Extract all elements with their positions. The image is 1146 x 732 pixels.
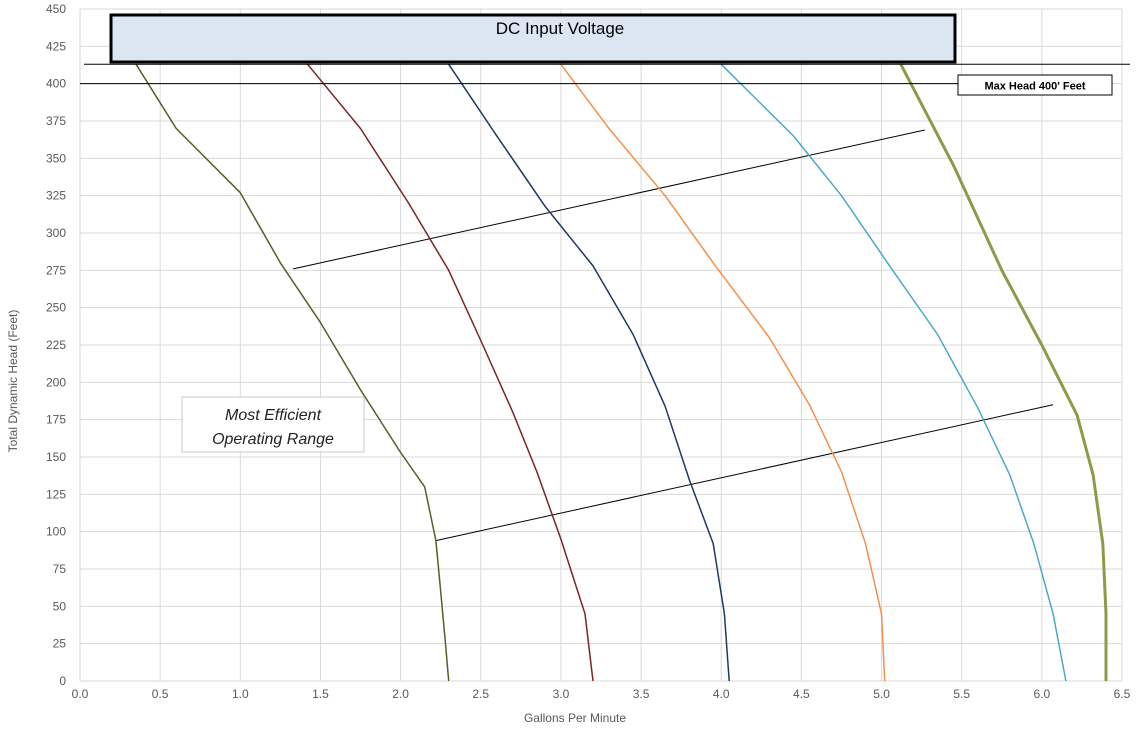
series-layer — [135, 63, 1108, 682]
x-tick-label: 5.0 — [873, 687, 890, 701]
efficient-range-layer — [293, 129, 1054, 542]
y-tick-label: 325 — [46, 189, 66, 203]
y-axis-title: Total Dynamic Head (Feet) — [6, 310, 20, 453]
y-tick-label: 50 — [53, 599, 67, 613]
x-tick-label: 3.5 — [633, 687, 650, 701]
x-tick-label: 4.5 — [793, 687, 810, 701]
efficient-range-label-line2: Operating Range — [212, 431, 334, 448]
efficient-range-line — [293, 129, 925, 270]
x-tick-label: 3.0 — [553, 687, 570, 701]
voltage-legend-box — [109, 13, 957, 64]
y-tick-label: 200 — [46, 375, 66, 389]
series-line-40 — [307, 63, 594, 682]
x-tick-label: 1.0 — [232, 687, 249, 701]
y-tick-label: 75 — [53, 562, 67, 576]
x-tick-label: 4.0 — [713, 687, 730, 701]
x-tick-label: 6.5 — [1114, 687, 1131, 701]
y-tick-label: 225 — [46, 338, 66, 352]
voltage-legend-title: DC Input Voltage — [496, 19, 625, 38]
y-tick-label: 250 — [46, 301, 66, 315]
y-tick-label: 300 — [46, 226, 66, 240]
x-tick-label: 2.0 — [392, 687, 409, 701]
x-axis-title: Gallons Per Minute — [524, 711, 626, 725]
x-tick-label: 1.5 — [312, 687, 329, 701]
y-tick-label: 175 — [46, 413, 66, 427]
y-tick-label: 400 — [46, 77, 66, 91]
x-tick-label: 6.0 — [1034, 687, 1051, 701]
series-line-70 — [720, 63, 1067, 682]
y-tick-label: 0 — [59, 674, 66, 688]
axis-layer: 0.0 0.5 1.0 1.5 2.0 2.5 3.0 3.5 4.0 4.5 5.0 5.5 6.0 6… — [46, 2, 1131, 701]
series-line-50 — [448, 63, 730, 682]
series-line-80plus — [899, 63, 1108, 681]
x-tick-label: 5.5 — [953, 687, 970, 701]
max-head-box — [957, 74, 1113, 96]
max-head-label: Max Head 400' Feet — [984, 81, 1085, 93]
x-tick-label: 2.5 — [472, 687, 489, 701]
efficient-range-label-line1: Most Efficient — [225, 407, 322, 424]
y-tick-label: 100 — [46, 525, 66, 539]
y-tick-label: 150 — [46, 450, 66, 464]
x-tick-label: 0.0 — [72, 687, 89, 701]
grid-layer — [79, 8, 1123, 682]
series-line-60 — [560, 63, 886, 682]
efficient-range-box — [181, 396, 365, 453]
series-line-30 — [135, 63, 450, 682]
x-tick-label: 0.5 — [152, 687, 169, 701]
y-tick-label: 25 — [53, 637, 67, 651]
efficient-range-line — [435, 404, 1054, 542]
y-tick-label: 450 — [46, 2, 66, 16]
y-tick-label: 125 — [46, 487, 66, 501]
y-tick-label: 375 — [46, 114, 66, 128]
y-tick-label: 275 — [46, 263, 66, 277]
y-tick-label: 425 — [46, 39, 66, 53]
y-tick-label: 350 — [46, 151, 66, 165]
